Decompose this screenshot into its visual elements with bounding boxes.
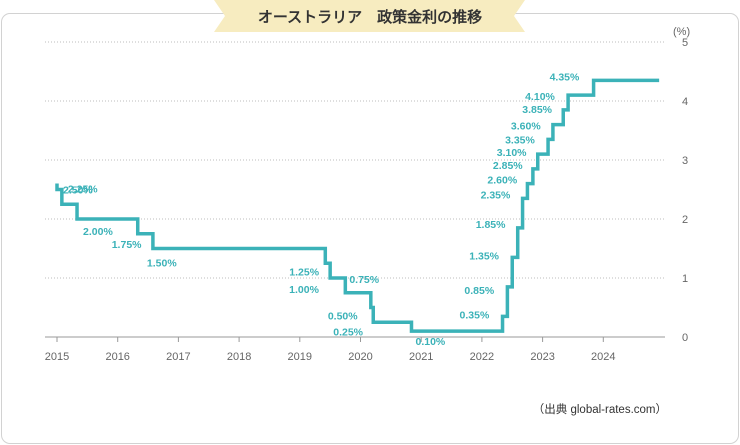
x-tick-label: 2019 (288, 351, 312, 363)
x-axis-ticks: 2015 2016 2017 2018 2019 2020 2021 2022 2023 2024 (45, 337, 616, 363)
y-tick-label: 0 (682, 332, 688, 344)
data-label: 2.85% (493, 160, 523, 172)
source-note: （出典 global-rates.com） (533, 402, 667, 416)
data-labels: 2.50%2.25% 2.00%1.75% 1.50% 1.25% 1.00% 0.75%… (63, 71, 580, 348)
data-label: 1.00% (289, 284, 319, 296)
data-label: 3.85% (522, 104, 552, 116)
x-tick-label: 2018 (227, 351, 251, 363)
data-label: 3.10% (497, 147, 527, 159)
data-label: 2.60% (487, 175, 517, 187)
y-axis-unit: (%) (673, 26, 690, 38)
data-label: 2.25% (68, 183, 98, 195)
x-tick-label: 2024 (591, 351, 615, 363)
data-label: 1.85% (476, 219, 506, 231)
y-tick-label: 4 (682, 96, 688, 108)
chart-frame (1, 13, 739, 444)
data-label: 0.25% (333, 326, 363, 338)
data-label: 1.50% (147, 258, 177, 270)
x-tick-label: 2016 (105, 351, 129, 363)
data-label: 1.25% (289, 266, 319, 278)
y-tick-label: 2 (682, 214, 688, 226)
y-tick-label: 1 (682, 273, 688, 285)
data-label: 2.50% (63, 185, 93, 197)
data-label: 1.75% (112, 239, 142, 251)
x-tick-label: 2022 (470, 351, 494, 363)
data-label: 1.35% (469, 250, 499, 262)
data-label: 0.50% (328, 311, 358, 323)
data-label: 0.10% (415, 336, 445, 348)
y-tick-label: 5 (682, 37, 688, 49)
rate-step-line (55, 78, 660, 333)
x-tick-label: 2015 (45, 351, 69, 363)
x-tick-label: 2021 (409, 351, 433, 363)
data-label: 2.35% (481, 189, 511, 201)
data-label: 3.35% (505, 134, 535, 146)
y-tick-label: 3 (682, 155, 688, 167)
data-label: 3.60% (511, 121, 541, 133)
data-label: 0.75% (349, 274, 379, 286)
x-tick-label: 2020 (348, 351, 372, 363)
title-ribbon (214, 0, 525, 32)
x-tick-label: 2023 (530, 351, 554, 363)
gridlines (45, 41, 665, 338)
data-label: 0.35% (460, 309, 490, 321)
chart-title: オーストラリア 政策金利の推移 (258, 8, 482, 26)
title-banner: オーストラリア 政策金利の推移 (214, 0, 525, 32)
data-label: 2.00% (83, 226, 113, 238)
data-label: 4.10% (525, 91, 555, 103)
x-tick-label: 2017 (166, 351, 190, 363)
data-label: 4.35% (550, 71, 580, 83)
data-label: 0.85% (464, 285, 494, 297)
y-axis-ticks: 0 1 2 3 4 5 (682, 37, 688, 344)
